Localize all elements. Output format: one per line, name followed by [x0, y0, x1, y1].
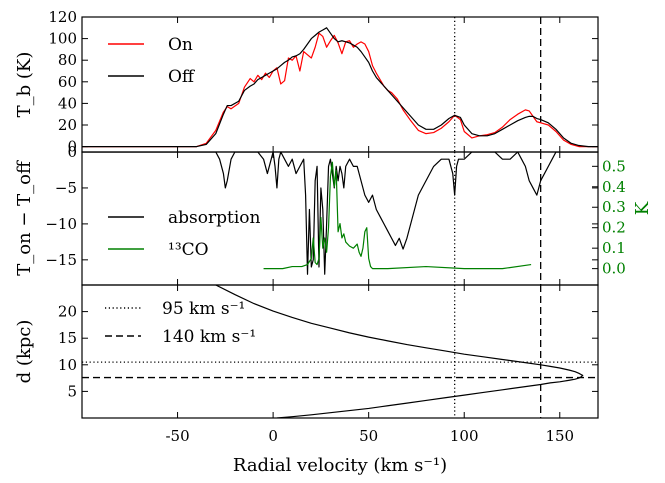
- legend-label: On: [168, 35, 193, 55]
- panel-top: [82, 17, 598, 152]
- legend-bottom: 95 km s⁻¹ 140 km s⁻¹: [105, 299, 256, 347]
- right-ytick-label: 0.4: [602, 178, 626, 196]
- ytick-label: 120: [48, 8, 77, 26]
- series-top-0: [82, 32, 598, 148]
- y-axis-title-middle: T_on − T_off: [14, 160, 35, 276]
- ytick-label: 5: [67, 382, 77, 400]
- legend-label: 140 km s⁻¹: [162, 327, 256, 347]
- ytick-label: 0: [67, 143, 77, 161]
- yticks-middle: 0 −5 −10 −15 0.0 0.1 0.2 0.3 0.4 0.5 K T_on − T_off: [14, 143, 653, 285]
- x-axis-title: Radial velocity (km s⁻¹): [233, 455, 447, 476]
- right-ytick-label: 0.1: [602, 239, 626, 257]
- series-middle-1: [263, 161, 532, 270]
- ytick-label: 60: [58, 73, 77, 91]
- legend-label: ¹³CO: [168, 240, 209, 260]
- xtick-label: 0: [268, 427, 278, 445]
- frame-bottom: [81, 284, 599, 419]
- ytick-label: 10: [58, 356, 77, 374]
- ytick-label: 20: [58, 116, 77, 134]
- frame-top: [81, 16, 599, 153]
- y-axis-title-top: T_b (K): [14, 52, 35, 118]
- ytick-label: 15: [58, 329, 77, 347]
- ytick-label: −5: [55, 179, 77, 197]
- xtick-label: 100: [450, 427, 479, 445]
- ytick-label: 0: [67, 138, 77, 156]
- legend-top: On Off: [108, 35, 196, 87]
- right-ytick-label: 0.0: [602, 260, 626, 278]
- ytick-label: 20: [58, 303, 77, 321]
- right-ytick-label: 0.5: [602, 157, 626, 175]
- legend-label: Off: [168, 67, 196, 87]
- xtick-label: -50: [165, 427, 189, 445]
- xtick-label: 150: [545, 427, 574, 445]
- ytick-label: 80: [58, 51, 77, 69]
- yticks-bottom: 5 10 15 20 -50 0 50 100 150 d (kpc): [14, 285, 598, 445]
- right-ytick-label: 0.2: [602, 219, 626, 237]
- legend-label: absorption: [168, 208, 260, 228]
- series-top-1: [82, 27, 598, 148]
- legend-label: 95 km s⁻¹: [162, 299, 245, 319]
- ytick-label: 100: [48, 30, 77, 48]
- y-axis-title-bottom: d (kpc): [14, 320, 35, 384]
- series-bottom-0: [215, 285, 584, 418]
- legend-middle: absorption ¹³CO: [108, 208, 260, 260]
- ytick-label: 40: [58, 94, 77, 112]
- xtick-label: 50: [359, 427, 378, 445]
- ytick-label: −15: [45, 251, 77, 269]
- frame-middle: [81, 151, 599, 286]
- ytick-label: −10: [45, 215, 77, 233]
- right-ytick-label: 0.3: [602, 198, 626, 216]
- right-axis-title: K: [632, 201, 653, 215]
- series-middle-0: [82, 152, 598, 275]
- panel-middle: [82, 152, 598, 285]
- yticks-top: 0 20 40 60 80 100 120 T_b (K): [14, 8, 598, 156]
- panel-bottom: [82, 285, 598, 418]
